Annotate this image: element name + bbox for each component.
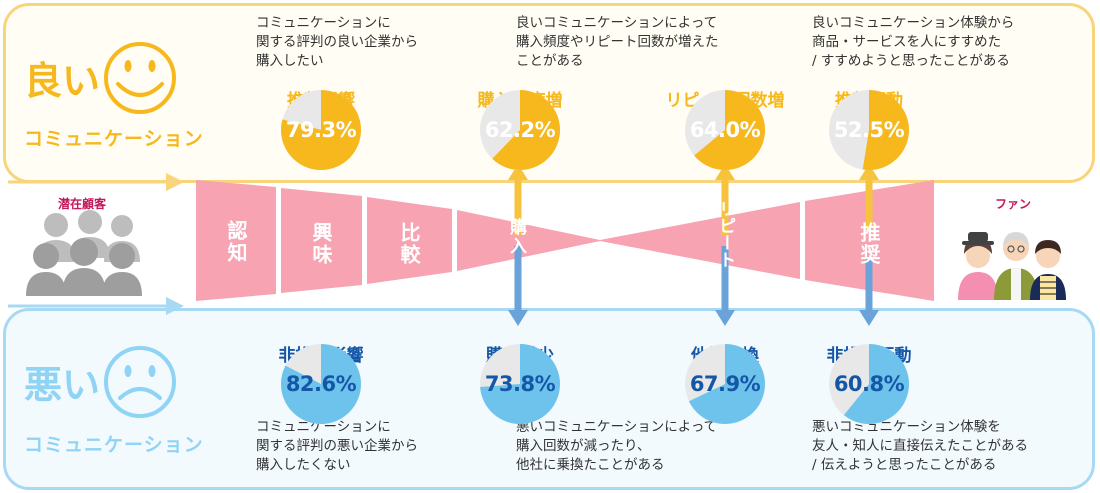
good-pie-slice-4	[862, 90, 909, 170]
stage-recommend: 推奨	[857, 222, 881, 266]
good-pie-value-4: 52.5%	[833, 118, 905, 142]
potential-customers-label: 潜在顧客	[58, 197, 107, 211]
repeat-arrows	[715, 164, 735, 326]
good-sublabel: コミュニケーション	[24, 128, 204, 150]
good-desc-recommend-action: 良いコミュニケーション体験から 商品・サービスを人にすすめた / すすめようと思…	[812, 15, 1015, 69]
good-pie-value-2: 62.2%	[484, 118, 556, 142]
bad-pie-non-recommend-influence: 82.6%	[279, 342, 363, 426]
good-pie-recommend-action: 52.5%	[827, 88, 911, 172]
bad-flow-arrow	[8, 297, 184, 315]
good-pie-slice-2	[492, 90, 560, 170]
bad-sublabel: コミュニケーション	[24, 434, 204, 456]
bad-pie-value-1: 82.6%	[285, 372, 357, 396]
bad-pie-non-recommend-action: 60.8%	[827, 342, 911, 426]
bad-pie-slice-4	[843, 344, 909, 424]
good-desc-recommend-influence: コミュニケーションに 関する評判の良い企業から 購入したい	[256, 15, 418, 69]
people-group-gray-icon	[26, 210, 142, 296]
good-pie-recommend-influence: 79.3%	[279, 88, 363, 172]
good-pie-value-3: 64.0%	[689, 118, 761, 142]
good-flow-arrow	[8, 173, 184, 191]
people-group-color-icon	[958, 232, 1066, 300]
stage-awareness: 認知	[224, 220, 248, 264]
recommend-arrows	[859, 164, 879, 326]
good-pie-purchase-frequency: 62.2%	[478, 88, 562, 172]
stage-repeat: リピート	[715, 200, 735, 268]
good-pie-slice-3	[694, 90, 765, 170]
purchase-arrows	[508, 164, 528, 326]
bad-pie-value-3: 67.9%	[689, 372, 761, 396]
bad-desc-purchase-decrease: 悪いコミュニケーションによって 購入回数が減ったり、 他社に乗換たことがある	[516, 419, 718, 473]
good-pie-slice-1	[280, 90, 361, 170]
bad-pie-slice-2	[480, 344, 560, 424]
good-label: 良い	[24, 59, 101, 103]
good-pie-repeat-increase: 64.0%	[683, 88, 767, 172]
smiley-face-icon	[104, 42, 176, 114]
bad-pie-switch-competitor: 67.9%	[683, 342, 767, 426]
stage-comparison: 比較	[397, 222, 421, 266]
funnel-bowtie	[196, 180, 934, 301]
good-pie-value-1: 79.3%	[285, 118, 357, 142]
bad-pie-value-2: 73.8%	[484, 372, 556, 396]
stage-purchase: 購入	[506, 218, 526, 256]
bad-label: 悪い	[24, 363, 101, 407]
bad-desc-non-recommend-influence: コミュニケーションに 関する評判の悪い企業から 購入したくない	[256, 419, 418, 473]
bad-pie-slice-1	[280, 344, 361, 424]
bad-pie-value-4: 60.8%	[833, 372, 905, 396]
good-desc-purchase-increase: 良いコミュニケーションによって 購入頻度やリピート回数が増えた ことがある	[516, 15, 719, 69]
stage-interest: 興味	[309, 222, 333, 266]
bad-pie-purchase-decrease: 73.8%	[478, 342, 562, 426]
sad-face-icon	[104, 346, 176, 418]
bad-pie-slice-3	[688, 344, 765, 424]
bad-desc-non-recommend-action: 悪いコミュニケーション体験を 友人・知人に直接伝えたことがある / 伝えようと思…	[812, 419, 1028, 473]
fans-label: ファン	[995, 197, 1032, 211]
